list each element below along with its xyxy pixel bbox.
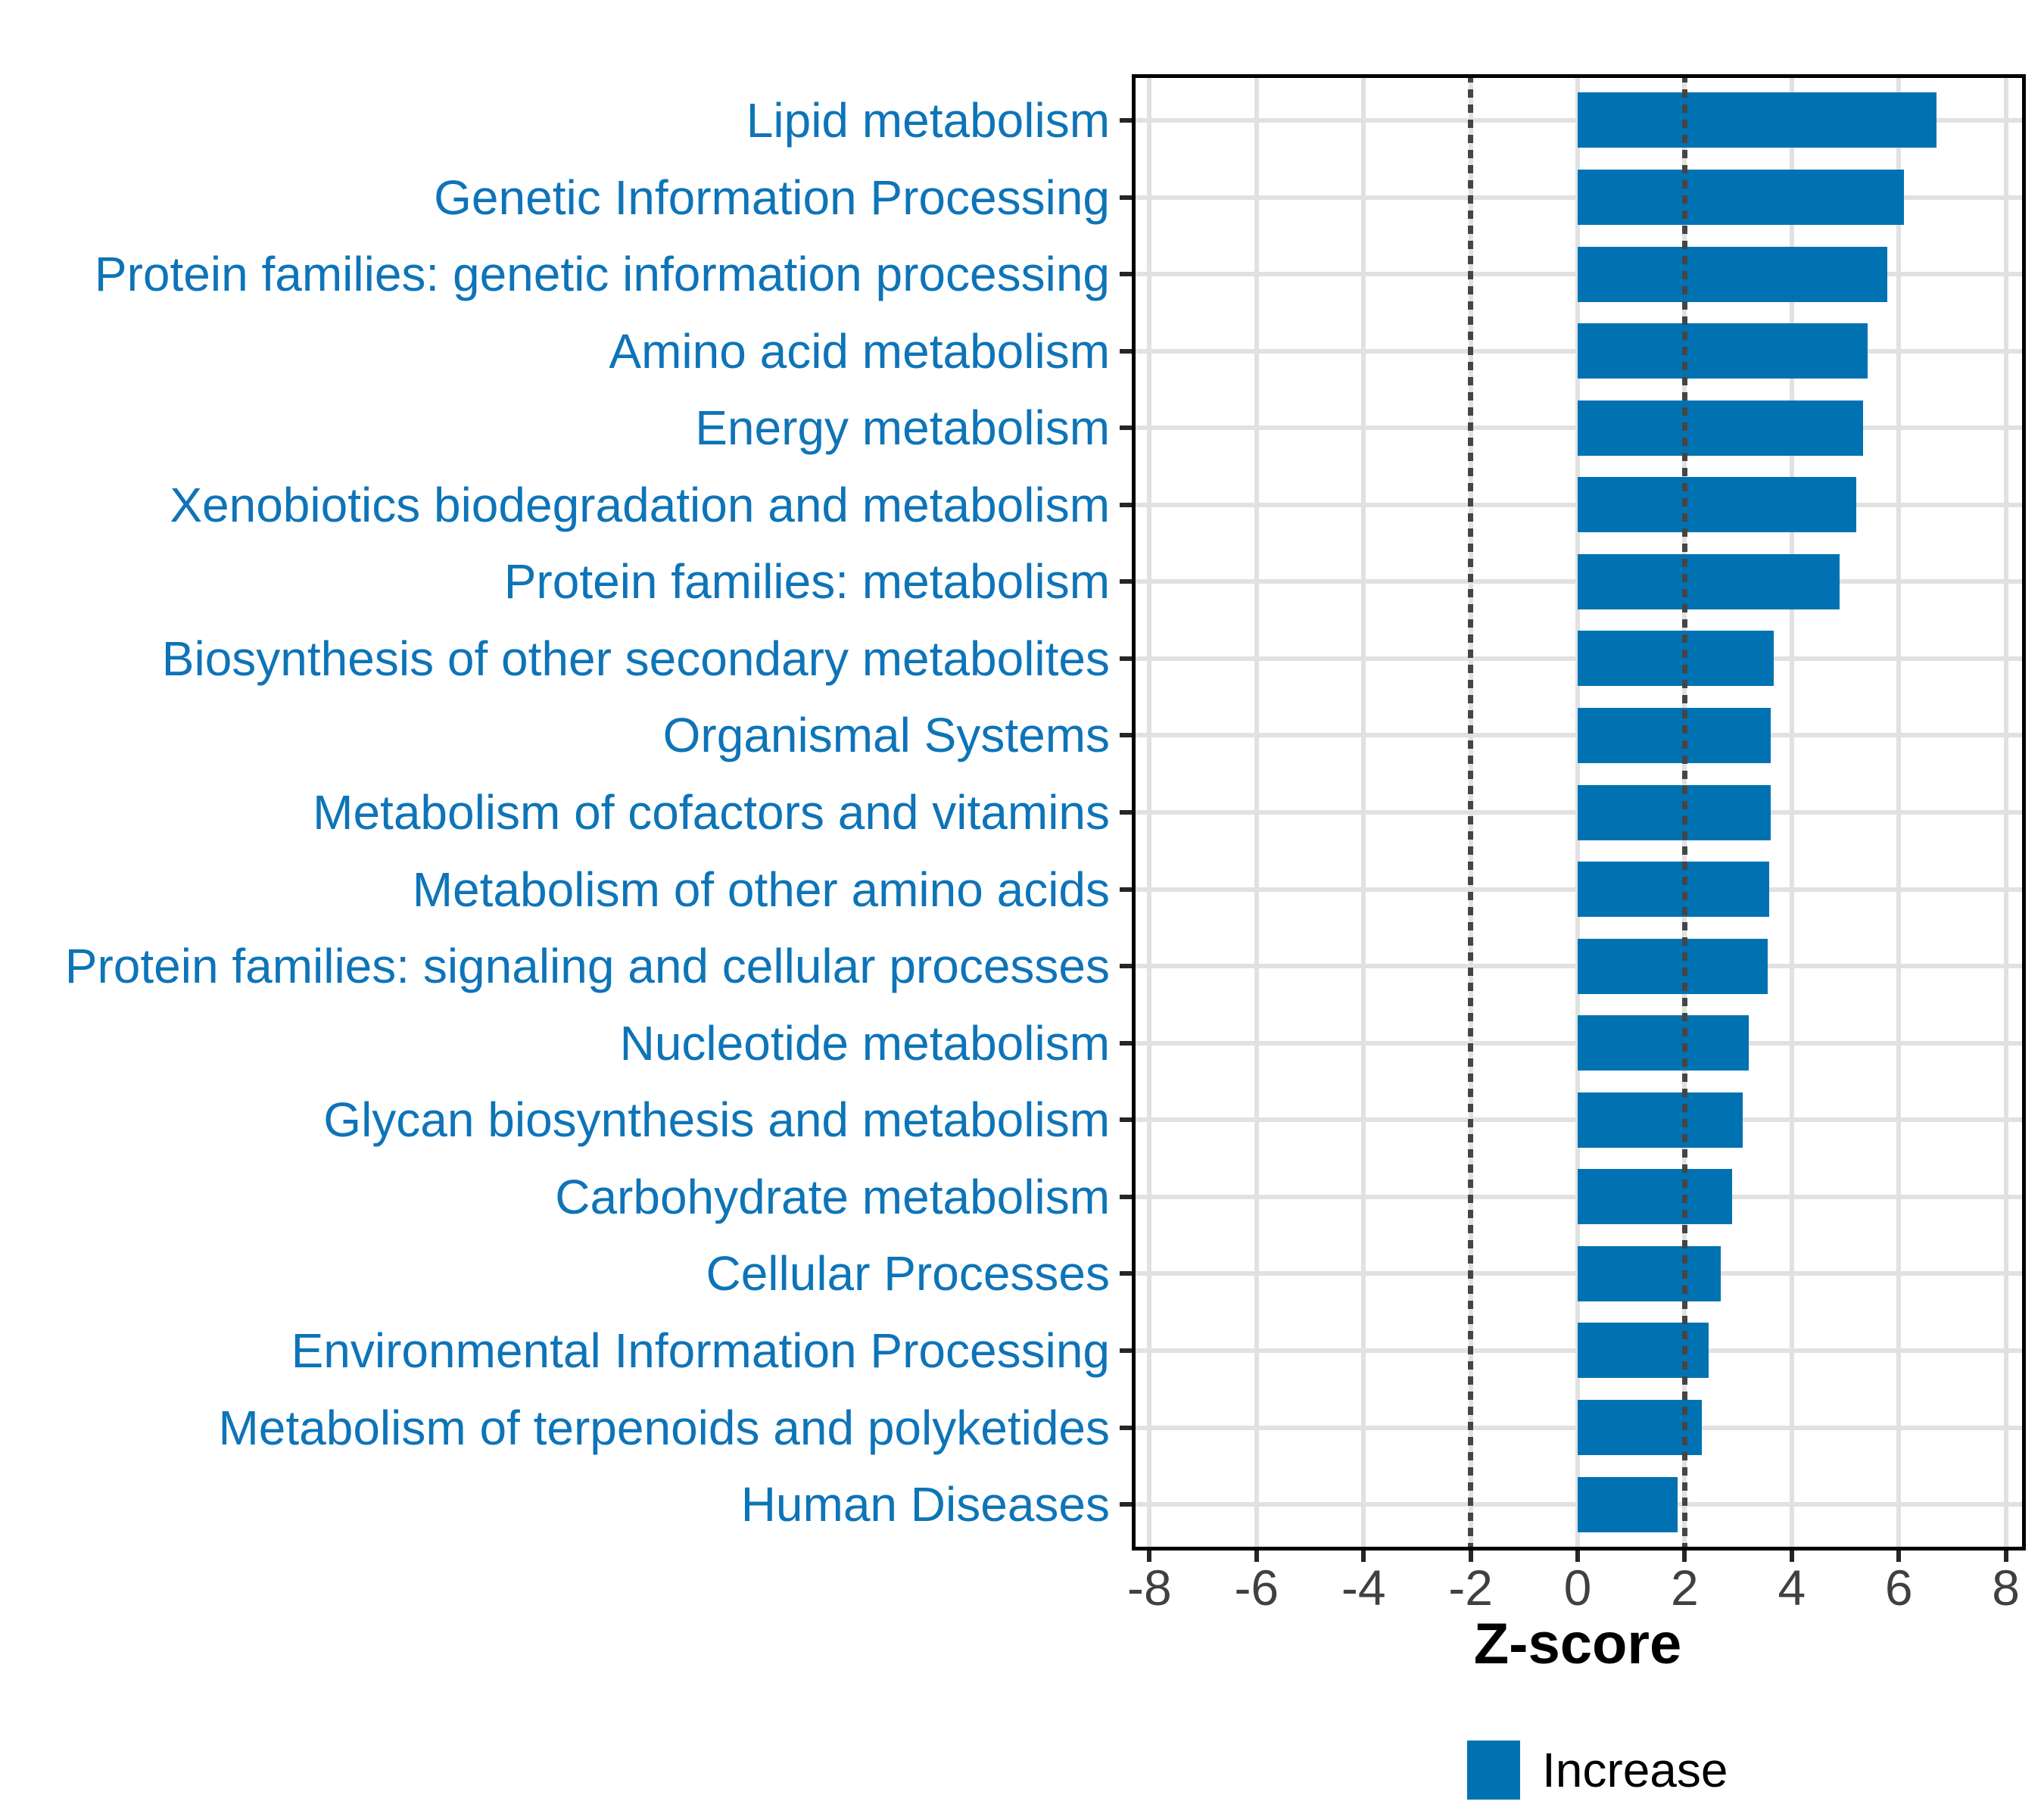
bar bbox=[1578, 1323, 1709, 1379]
bar bbox=[1578, 477, 1856, 533]
bar bbox=[1578, 1015, 1750, 1071]
legend-key-swatch bbox=[1467, 1741, 1520, 1800]
y-tick-mark bbox=[1120, 1271, 1132, 1276]
bar bbox=[1578, 1169, 1733, 1225]
x-tick-mark bbox=[1682, 1551, 1687, 1562]
y-tick-mark bbox=[1120, 656, 1132, 661]
x-tick-mark bbox=[1254, 1551, 1259, 1562]
x-tick-label: -6 bbox=[1234, 1560, 1279, 1616]
y-tick-mark bbox=[1120, 1117, 1132, 1123]
y-tick-mark bbox=[1120, 964, 1132, 969]
category-label: Biosynthesis of other secondary metaboli… bbox=[161, 631, 1110, 686]
bar bbox=[1578, 631, 1774, 687]
bar bbox=[1578, 707, 1771, 763]
bar bbox=[1578, 1245, 1721, 1301]
bar bbox=[1578, 862, 1770, 918]
x-tick-mark bbox=[1896, 1551, 1902, 1562]
x-tick-label: 6 bbox=[1884, 1560, 1913, 1616]
category-label: Genetic Information Processing bbox=[434, 170, 1110, 225]
y-tick-mark bbox=[1120, 1040, 1132, 1046]
y-tick-mark bbox=[1120, 733, 1132, 738]
bar bbox=[1578, 323, 1868, 379]
bar bbox=[1578, 246, 1887, 302]
x-tick-mark bbox=[1147, 1551, 1152, 1562]
x-tick-mark bbox=[1361, 1551, 1366, 1562]
bar bbox=[1578, 1476, 1678, 1532]
category-label: Metabolism of terpenoids and polyketides bbox=[218, 1400, 1110, 1455]
x-tick-mark bbox=[1468, 1551, 1473, 1562]
x-tick-label: 0 bbox=[1563, 1560, 1592, 1616]
category-label: Environmental Information Processing bbox=[291, 1323, 1110, 1378]
bar bbox=[1578, 170, 1905, 225]
x-tick-mark bbox=[1789, 1551, 1794, 1562]
category-label: Lipid metabolism bbox=[746, 92, 1110, 148]
y-tick-mark bbox=[1120, 810, 1132, 815]
category-label: Human Diseases bbox=[740, 1477, 1110, 1532]
y-tick-mark bbox=[1120, 502, 1132, 507]
y-tick-mark bbox=[1120, 195, 1132, 200]
legend-label: Increase bbox=[1542, 1743, 1728, 1797]
y-tick-mark bbox=[1120, 1348, 1132, 1353]
bar bbox=[1578, 1092, 1743, 1148]
x-tick-mark bbox=[1575, 1551, 1580, 1562]
x-tick-label: 8 bbox=[1992, 1560, 2020, 1616]
bar bbox=[1578, 784, 1771, 840]
x-tick-mark bbox=[2003, 1551, 2008, 1562]
x-tick-label: 4 bbox=[1778, 1560, 1806, 1616]
y-tick-mark bbox=[1120, 425, 1132, 431]
x-tick-label: -4 bbox=[1341, 1560, 1386, 1616]
category-label: Carbohydrate metabolism bbox=[555, 1169, 1110, 1224]
x-tick-label: -2 bbox=[1448, 1560, 1493, 1616]
category-label: Energy metabolism bbox=[695, 400, 1110, 456]
y-tick-mark bbox=[1120, 887, 1132, 892]
y-tick-mark bbox=[1120, 1502, 1132, 1507]
y-tick-mark bbox=[1120, 348, 1132, 354]
category-label: Amino acid metabolism bbox=[609, 323, 1110, 379]
category-label: Nucleotide metabolism bbox=[619, 1015, 1110, 1071]
category-label: Glycan biosynthesis and metabolism bbox=[323, 1092, 1110, 1148]
x-axis-title: Z-score bbox=[1473, 1612, 1682, 1676]
category-label: Metabolism of cofactors and vitamins bbox=[313, 785, 1110, 840]
reference-line bbox=[1681, 74, 1687, 1551]
category-label: Metabolism of other amino acids bbox=[412, 862, 1110, 917]
bar bbox=[1578, 1400, 1703, 1455]
y-tick-mark bbox=[1120, 579, 1132, 584]
bar bbox=[1578, 553, 1840, 609]
x-tick-label: 2 bbox=[1671, 1560, 1699, 1616]
category-label: Protein families: genetic information pr… bbox=[94, 247, 1110, 302]
bar bbox=[1578, 400, 1863, 456]
category-label: Protein families: signaling and cellular… bbox=[64, 939, 1110, 994]
plot-panel bbox=[1132, 74, 2026, 1551]
y-tick-mark bbox=[1120, 272, 1132, 277]
category-label: Organismal Systems bbox=[662, 708, 1110, 763]
x-tick-label: -8 bbox=[1127, 1560, 1172, 1616]
bar bbox=[1578, 938, 1768, 994]
y-tick-mark bbox=[1120, 117, 1132, 123]
category-label: Xenobiotics biodegradation and metabolis… bbox=[170, 477, 1110, 532]
bar bbox=[1578, 92, 1937, 148]
category-label: Protein families: metabolism bbox=[503, 554, 1110, 609]
category-label: Cellular Processes bbox=[706, 1246, 1110, 1301]
reference-line bbox=[1468, 74, 1474, 1551]
y-tick-mark bbox=[1120, 1425, 1132, 1430]
y-tick-mark bbox=[1120, 1194, 1132, 1199]
